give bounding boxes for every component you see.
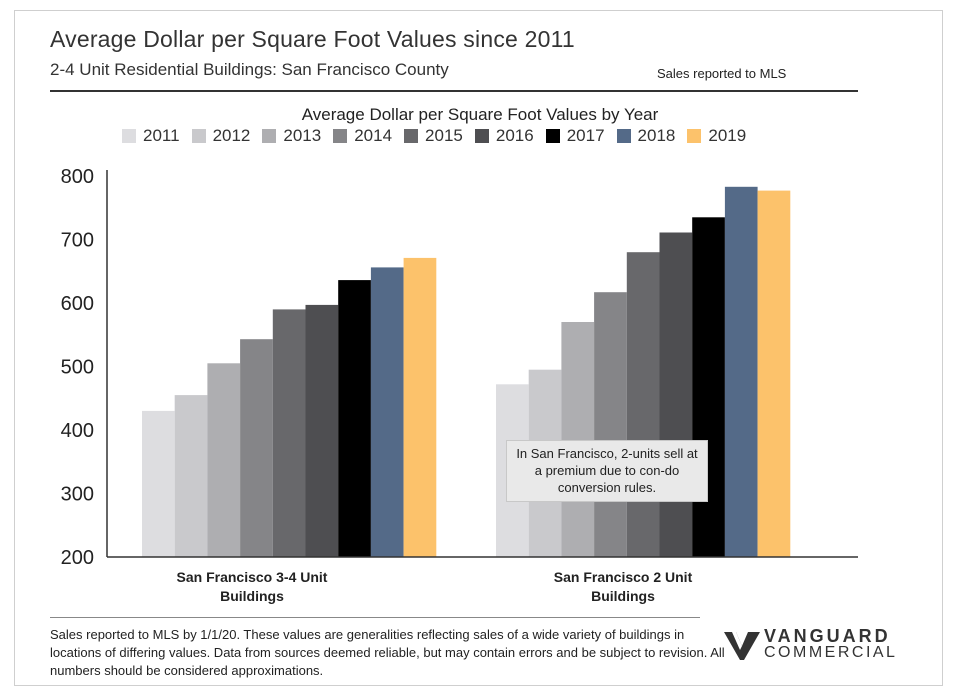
logo-text-commercial: COMMERCIAL [764, 644, 898, 661]
bar-2013-group-0 [207, 363, 241, 557]
bar-2014-group-1 [594, 292, 627, 557]
category-label-line: San Francisco 3-4 Unit [176, 569, 328, 585]
legend-label: 2018 [637, 126, 676, 145]
bar-2015-group-1 [626, 252, 660, 557]
legend-item-2015: 2015 [404, 126, 463, 146]
legend-swatch [545, 129, 560, 143]
category-label-line: San Francisco 2 Unit [553, 569, 693, 585]
legend-label: 2015 [425, 126, 463, 145]
legend-swatch [333, 129, 348, 143]
bar-2017-group-1 [692, 217, 725, 558]
bar-2019-group-1 [757, 190, 791, 557]
legend-item-2016: 2016 [474, 126, 534, 146]
chart-frame [14, 10, 943, 686]
legend-swatch [687, 129, 702, 143]
legend-swatch [122, 129, 136, 143]
legend-swatch [262, 129, 277, 143]
footnote: Sales reported to MLS by 1/1/20. These v… [50, 627, 725, 678]
chart-title: Average Dollar per Square Foot Values by… [301, 105, 659, 124]
legend-item-2011: 2011 [122, 126, 180, 146]
legend-label: 2016 [495, 126, 534, 145]
legend-label: 2017 [566, 126, 605, 145]
y-tick-label: 700 [61, 230, 94, 252]
logo-text-vanguard: VANGUARD [764, 626, 891, 646]
footer-divider [50, 617, 700, 618]
y-tick-label: 200 [61, 547, 94, 569]
bar-2014-group-0 [240, 339, 273, 557]
bar-2018-group-0 [370, 267, 404, 557]
bar-2015-group-0 [272, 309, 306, 557]
chart-legend: 2011 2012 2013 2014 2015 2016 2017 2018 2019 [122, 126, 758, 146]
page-subtitle: 2-4 Unit Residential Buildings: San Fran… [50, 60, 449, 79]
legend-item-2012: 2012 [191, 126, 251, 146]
page-title: Average Dollar per Square Foot Values si… [50, 26, 575, 52]
legend-item-2014: 2014 [333, 126, 392, 146]
legend-swatch [474, 129, 489, 143]
vanguard-v-icon [724, 632, 760, 660]
bar-2016-group-0 [305, 304, 339, 557]
legend-label: 2014 [354, 126, 393, 145]
legend-item-2017: 2017 [545, 126, 605, 146]
bar-2013-group-1 [561, 322, 595, 557]
category-label-line: Buildings [220, 588, 284, 604]
bar-2019-group-0 [403, 257, 437, 557]
y-tick-label: 500 [61, 357, 94, 379]
category-label-3-4-unit: San Francisco 3-4 Unit Buildings [132, 568, 372, 606]
legend-item-2019: 2019 [687, 126, 746, 146]
y-tick-label: 400 [61, 420, 94, 442]
y-tick-label: 300 [61, 484, 94, 506]
legend-label: 2011 [143, 126, 180, 145]
bar-2011-group-0 [142, 410, 175, 557]
legend-item-2018: 2018 [616, 126, 676, 146]
bar-2017-group-0 [338, 280, 371, 557]
legend-label: 2012 [212, 126, 251, 145]
bar-2016-group-1 [659, 232, 693, 557]
y-tick-label: 600 [61, 293, 94, 315]
legend-label: 2013 [283, 126, 322, 145]
legend-swatch [616, 129, 631, 143]
legend-swatch [404, 129, 419, 143]
legend-item-2013: 2013 [262, 126, 321, 146]
mls-note: Sales reported to MLS [657, 66, 787, 81]
y-tick-label: 800 [61, 166, 94, 188]
header-divider [50, 90, 858, 92]
vanguard-logo: VANGUARD COMMERCIAL [722, 624, 922, 664]
category-label-2-unit: San Francisco 2 Unit Buildings [503, 568, 743, 606]
bar-2012-group-0 [174, 395, 208, 557]
category-label-line: Buildings [591, 588, 655, 604]
legend-label: 2019 [708, 126, 747, 145]
bar-2018-group-1 [724, 186, 758, 558]
annotation-callout: In San Francisco, 2-units sell at a prem… [506, 440, 708, 502]
legend-swatch [191, 129, 206, 143]
